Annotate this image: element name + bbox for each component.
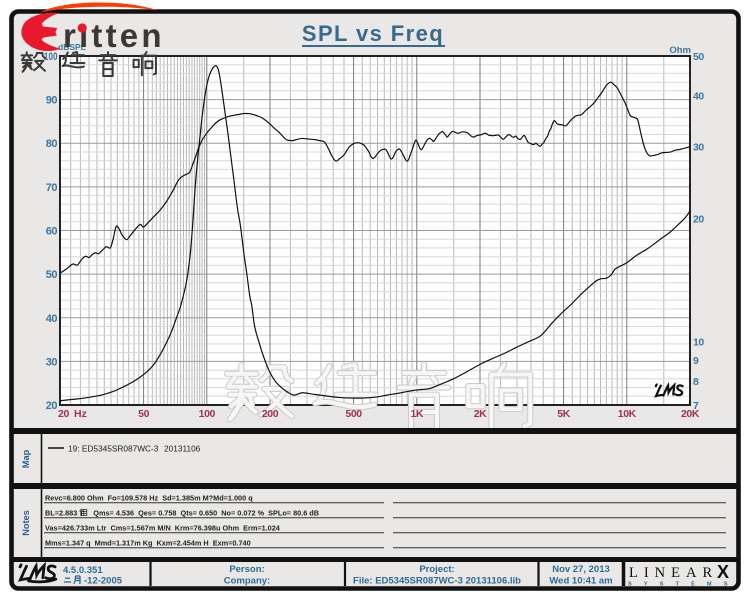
svg-text:dBSPL: dBSPL xyxy=(58,42,86,52)
svg-text:40: 40 xyxy=(693,90,704,102)
svg-text:X: X xyxy=(717,562,729,582)
svg-text:10K: 10K xyxy=(618,408,637,420)
svg-text:60: 60 xyxy=(46,226,58,238)
svg-text:20: 20 xyxy=(58,408,69,420)
svg-text:Wed 10:41 am: Wed 10:41 am xyxy=(549,576,612,587)
svg-text:20: 20 xyxy=(693,213,704,225)
svg-text:rıtten: rıtten xyxy=(63,17,165,54)
svg-text:20131106: 20131106 xyxy=(164,444,201,454)
svg-text:20: 20 xyxy=(46,400,58,412)
svg-text:BL=2.883 T Qms= 4.536 Qes: BL=2.883 T Qms= 4.536 Qes= 0.758 Qts= 0.… xyxy=(45,509,319,518)
svg-text:19: ED5345SR087WC-3: 19: ED5345SR087WC-3 xyxy=(68,444,159,454)
svg-text:500: 500 xyxy=(345,408,362,420)
svg-text:SPL vs Freq: SPL vs Freq xyxy=(302,21,444,46)
svg-text:Company:: Company: xyxy=(224,576,270,587)
svg-text:5K: 5K xyxy=(557,408,570,420)
svg-text:50: 50 xyxy=(46,269,58,281)
svg-text:Nov 27, 2013: Nov 27, 2013 xyxy=(552,564,610,575)
svg-text:100: 100 xyxy=(199,408,216,420)
svg-text:LINEAR: LINEAR xyxy=(629,565,718,581)
svg-text:Notes: Notes xyxy=(21,510,31,536)
svg-text:70: 70 xyxy=(46,182,58,194)
svg-text:50: 50 xyxy=(138,408,149,420)
svg-text:Vas=426.733m Ltr Cms=1.567m M: Vas=426.733m Ltr Cms=1.567m M/N Krm=76.3… xyxy=(45,524,281,533)
svg-text:Hz: Hz xyxy=(74,408,87,420)
svg-text:4.5.0.351: 4.5.0.351 xyxy=(63,565,103,576)
svg-text:SYSTEMS: SYSTEMS xyxy=(628,582,740,588)
svg-text:20K: 20K xyxy=(681,408,700,420)
svg-text:90: 90 xyxy=(46,95,58,107)
svg-text:200: 200 xyxy=(262,408,279,420)
svg-text:File: ED5345SR087WC-3 20131106: File: ED5345SR087WC-3 20131106.lib xyxy=(353,576,521,587)
svg-text:2K: 2K xyxy=(474,408,487,420)
svg-text:Person:: Person: xyxy=(229,564,264,575)
svg-text:100: 100 xyxy=(44,51,58,64)
svg-text:Project:: Project: xyxy=(419,564,454,575)
svg-text:9: 9 xyxy=(693,355,699,367)
svg-text:Mms=1.347 q Mmd=1.317m Kg Kx: Mms=1.347 q Mmd=1.317m Kg Kxm=2.454m H E… xyxy=(45,539,251,548)
svg-text:Ohm: Ohm xyxy=(669,45,691,56)
svg-text:Revc=6.800 Ohm Fo=109.578 Hz: Revc=6.800 Ohm Fo=109.578 Hz Sd=1.385m M… xyxy=(45,494,253,503)
svg-text:8: 8 xyxy=(693,376,699,388)
svg-text:7: 7 xyxy=(693,400,699,412)
svg-text:-12-2005: -12-2005 xyxy=(84,576,123,587)
svg-text:30: 30 xyxy=(46,356,58,368)
svg-text:40: 40 xyxy=(46,313,58,325)
svg-text:30: 30 xyxy=(693,142,704,154)
svg-text:Map: Map xyxy=(21,449,31,468)
svg-text:1K: 1K xyxy=(410,408,423,420)
svg-text:10: 10 xyxy=(693,337,704,349)
svg-text:50: 50 xyxy=(693,51,704,63)
svg-text:80: 80 xyxy=(46,138,58,150)
